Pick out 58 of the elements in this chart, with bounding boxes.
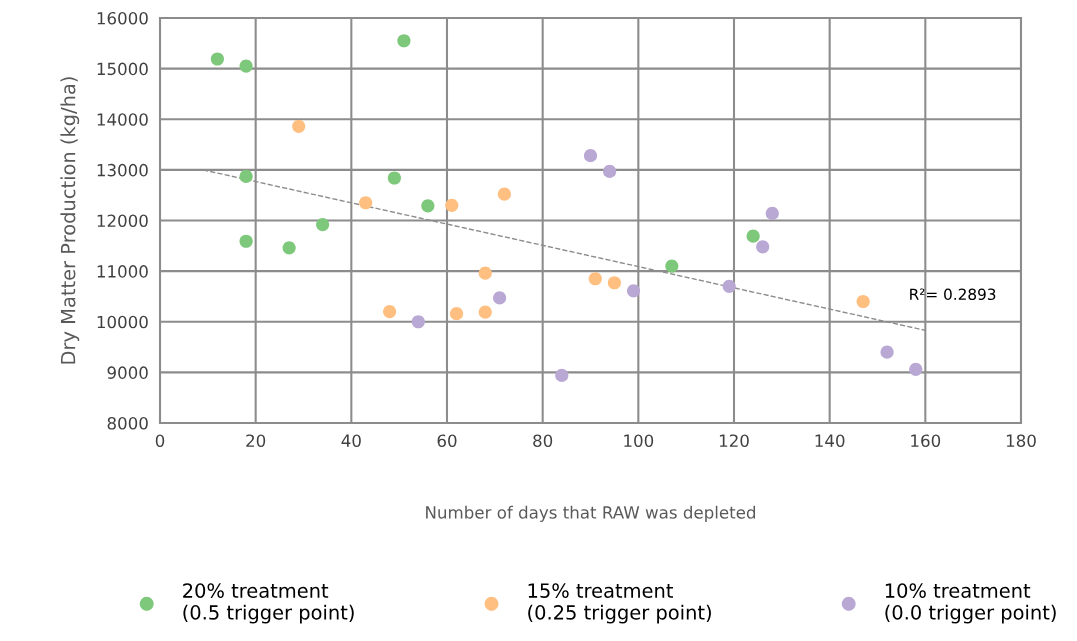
x-axis-title: Number of days that RAW was depleted bbox=[426, 505, 756, 522]
point bbox=[239, 234, 253, 248]
point bbox=[722, 279, 736, 293]
y-tick-label: 13000 bbox=[97, 163, 148, 177]
annotation: R²= 0.2893 bbox=[910, 288, 996, 301]
point bbox=[746, 229, 760, 243]
point bbox=[383, 305, 397, 319]
x-tick-label: 180 bbox=[1006, 434, 1036, 448]
legend-label: 10% treatment (0.0 trigger point) bbox=[885, 583, 1056, 624]
point bbox=[603, 164, 617, 178]
x-tick-label: 80 bbox=[533, 434, 553, 448]
point bbox=[397, 34, 411, 48]
y-tick-label: 10000 bbox=[97, 315, 148, 329]
point bbox=[909, 362, 923, 376]
y-tick-label: 8000 bbox=[107, 416, 148, 430]
point bbox=[445, 198, 459, 212]
point bbox=[210, 52, 224, 66]
point bbox=[665, 259, 679, 273]
point bbox=[316, 217, 330, 232]
point bbox=[282, 241, 296, 255]
point bbox=[856, 294, 870, 309]
point bbox=[493, 291, 507, 305]
point bbox=[880, 345, 894, 359]
point bbox=[239, 169, 253, 184]
point bbox=[478, 266, 492, 280]
y-axis-title: Dry Matter Production (kg/ha) bbox=[60, 77, 80, 364]
point bbox=[555, 368, 569, 382]
point bbox=[588, 272, 602, 286]
legend-label: 20% treatment (0.5 trigger point) bbox=[183, 583, 354, 624]
y-tick-label: 14000 bbox=[97, 113, 148, 126]
x-tick-label: 60 bbox=[437, 434, 457, 448]
point bbox=[421, 199, 435, 213]
point bbox=[765, 206, 779, 220]
y-tick-label: 9000 bbox=[107, 366, 148, 379]
point bbox=[583, 149, 598, 163]
point bbox=[292, 119, 306, 133]
y-tick-label: 12000 bbox=[97, 214, 148, 228]
x-tick-label: 120 bbox=[719, 434, 749, 448]
point bbox=[626, 284, 641, 298]
point bbox=[239, 59, 253, 73]
x-tick-label: 0 bbox=[155, 434, 165, 448]
point bbox=[497, 187, 511, 201]
y-tick-label: 15000 bbox=[97, 62, 148, 76]
point bbox=[478, 305, 492, 319]
y-tick-label: 16000 bbox=[97, 11, 148, 25]
x-tick-label: 20 bbox=[246, 434, 266, 448]
point bbox=[359, 196, 373, 210]
point bbox=[387, 171, 401, 185]
point bbox=[411, 315, 425, 329]
x-tick-label: 100 bbox=[624, 434, 654, 448]
legend-label: 15% treatment (0.25 trigger point) bbox=[528, 583, 711, 624]
point bbox=[607, 276, 621, 290]
x-tick-label: 140 bbox=[815, 434, 845, 448]
point bbox=[756, 240, 770, 254]
x-tick-label: 40 bbox=[341, 434, 361, 448]
y-tick-label: 11000 bbox=[97, 265, 148, 278]
x-tick-label: 160 bbox=[911, 434, 941, 448]
point bbox=[449, 307, 464, 321]
